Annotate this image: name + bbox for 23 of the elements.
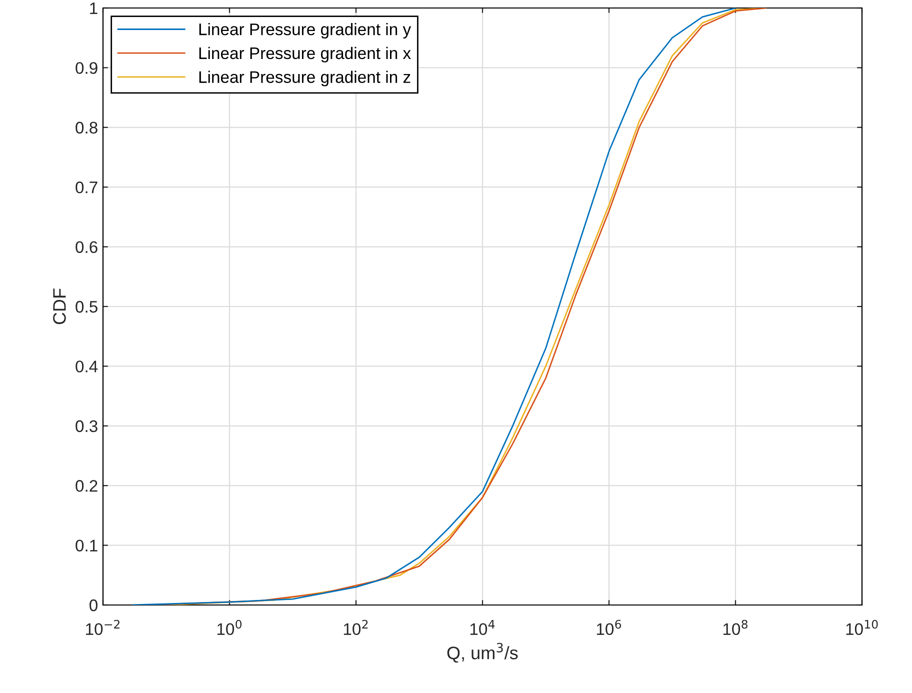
y-tick-label: 0.4 <box>76 360 98 372</box>
y-tick-label: 0.5 <box>76 300 98 313</box>
legend-label: Linear Pressure gradient in y <box>199 23 412 39</box>
x-tick-label: 10$^{8}$ <box>723 620 748 636</box>
x-tick-label: 10$^{10}$ <box>846 620 878 636</box>
y-tick-label: 0 <box>90 599 98 612</box>
legend-label: Linear Pressure gradient in x <box>199 46 411 62</box>
y-tick-label: 0.1 <box>76 540 98 552</box>
y-tick-label: 0.6 <box>76 241 98 254</box>
y-tick-label: 0.7 <box>76 182 98 194</box>
y-tick-label: 0.8 <box>76 122 98 134</box>
x-tick-label: 10$^{0}$ <box>217 620 242 636</box>
x-tick-label: 10$^{4}$ <box>470 620 495 636</box>
y-tick-label: 1 <box>90 2 98 14</box>
y-tick-label: 0.2 <box>76 480 98 492</box>
x-tick-label: 10$^{−2}$ <box>86 620 120 636</box>
y-tick-label: 0.9 <box>76 62 98 74</box>
legend-label: Linear Pressure gradient in z <box>199 70 410 86</box>
x-tick-label: 10$^{6}$ <box>596 620 622 636</box>
y-axis-title: CDF <box>53 288 66 324</box>
x-tick-label: 10$^{2}$ <box>344 620 368 636</box>
x-axis-title: Q, um$^{3}$/s <box>447 642 518 663</box>
y-tick-label: 0.3 <box>76 420 98 432</box>
